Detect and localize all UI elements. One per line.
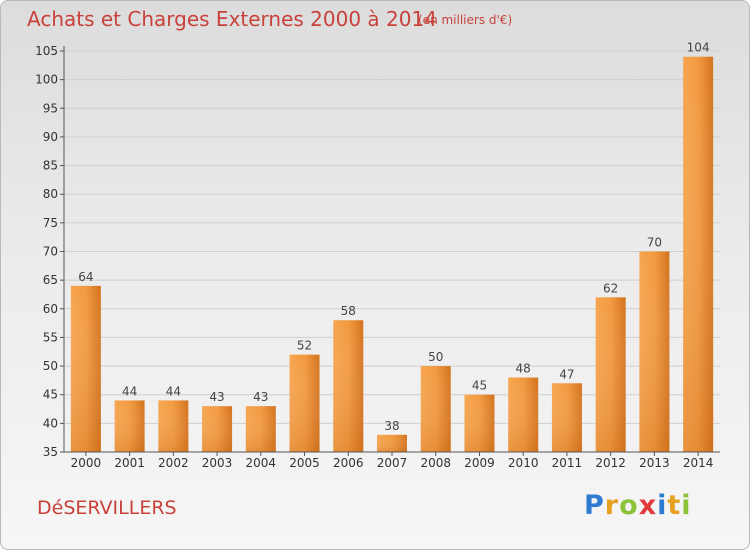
data-label: 48 [516, 362, 531, 376]
logo-letter: r [604, 490, 620, 521]
bar-shade-2005 [289, 354, 320, 452]
data-label: 70 [647, 236, 662, 250]
bar-shade-2006 [333, 320, 364, 452]
proxiti-logo: Proxiti [584, 490, 692, 521]
bar-shade-2013 [639, 251, 670, 452]
bar-shade-2002 [158, 400, 189, 452]
y-tick-label: 90 [43, 130, 58, 144]
x-tick-label: 2009 [464, 456, 495, 470]
bar-shade-2008 [420, 366, 451, 452]
bar-shade-2010 [508, 377, 539, 452]
logo-letter: i [657, 490, 668, 521]
x-tick-labels: 2000 2001 2002 2003 2004 2005 2006 2007 2008 2009… [71, 452, 714, 470]
x-tick-label: 2006 [333, 456, 364, 470]
logo-letter: i [681, 490, 692, 521]
data-label: 58 [341, 304, 356, 318]
y-tick-label: 70 [43, 245, 58, 259]
logo-letter: x [638, 490, 658, 521]
bar-shade-2001 [114, 400, 145, 452]
chart-unit: (en milliers d'€) [418, 13, 513, 27]
x-tick-label: 2004 [246, 456, 277, 470]
y-tick-label: 35 [43, 445, 58, 459]
data-label: 45 [472, 379, 487, 393]
y-tick-label: 85 [43, 159, 58, 173]
x-tick-label: 2005 [289, 456, 320, 470]
x-tick-label: 2000 [71, 456, 102, 470]
bar-shade-2003 [202, 406, 233, 452]
x-tick-label: 2001 [114, 456, 145, 470]
bar-shade-2009 [464, 394, 495, 452]
y-tick-label: 55 [43, 330, 58, 344]
y-tick-label: 105 [35, 44, 58, 58]
bars [70, 56, 714, 452]
logo-letter: P [584, 490, 605, 521]
data-label: 104 [687, 41, 710, 55]
y-tick-label: 75 [43, 216, 58, 230]
data-label: 52 [297, 339, 312, 353]
x-tick-label: 2002 [158, 456, 189, 470]
commune-name: DéSERVILLERS [37, 497, 177, 519]
logo-letter: o [619, 490, 639, 521]
y-tick-label: 45 [43, 388, 58, 402]
data-label: 43 [253, 390, 268, 404]
x-tick-label: 2014 [683, 456, 714, 470]
x-tick-label: 2013 [639, 456, 670, 470]
y-tick-label: 80 [43, 187, 58, 201]
chart-title: Achats et Charges Externes 2000 à 2014 [27, 7, 437, 31]
y-tick-label: 100 [35, 73, 58, 87]
data-label: 44 [122, 384, 137, 398]
y-tick-label: 65 [43, 273, 58, 287]
data-label: 43 [209, 390, 224, 404]
bar-shade-2007 [377, 434, 407, 452]
x-tick-label: 2012 [595, 456, 626, 470]
data-label: 64 [78, 270, 93, 284]
y-tick-labels: 35 40 45 50 55 60 65 70 75 80 85 90 95 100 105 [35, 44, 58, 459]
y-tick-label: 60 [43, 302, 58, 316]
x-tick-label: 2003 [202, 456, 233, 470]
y-tick-label: 50 [43, 359, 58, 373]
x-tick-label: 2007 [377, 456, 408, 470]
bar-shade-2011 [551, 383, 582, 452]
data-labels: 64 44 44 43 43 52 58 38 50 45 48 47 62 70 104 [78, 41, 709, 433]
data-label: 44 [166, 384, 181, 398]
bar-shade-2000 [70, 285, 101, 452]
data-label: 38 [384, 419, 399, 433]
bar-shade-2014 [683, 56, 714, 452]
data-label: 50 [428, 350, 443, 364]
y-tick-label: 95 [43, 101, 58, 115]
bar-shade-2012 [595, 297, 626, 452]
data-label: 47 [559, 367, 574, 381]
y-tick-label: 40 [43, 416, 58, 430]
data-label: 62 [603, 281, 618, 295]
bar-shade-2004 [245, 406, 276, 452]
logo-letter: t [667, 490, 682, 521]
x-tick-label: 2011 [552, 456, 583, 470]
x-tick-label: 2010 [508, 456, 539, 470]
x-tick-label: 2008 [420, 456, 451, 470]
